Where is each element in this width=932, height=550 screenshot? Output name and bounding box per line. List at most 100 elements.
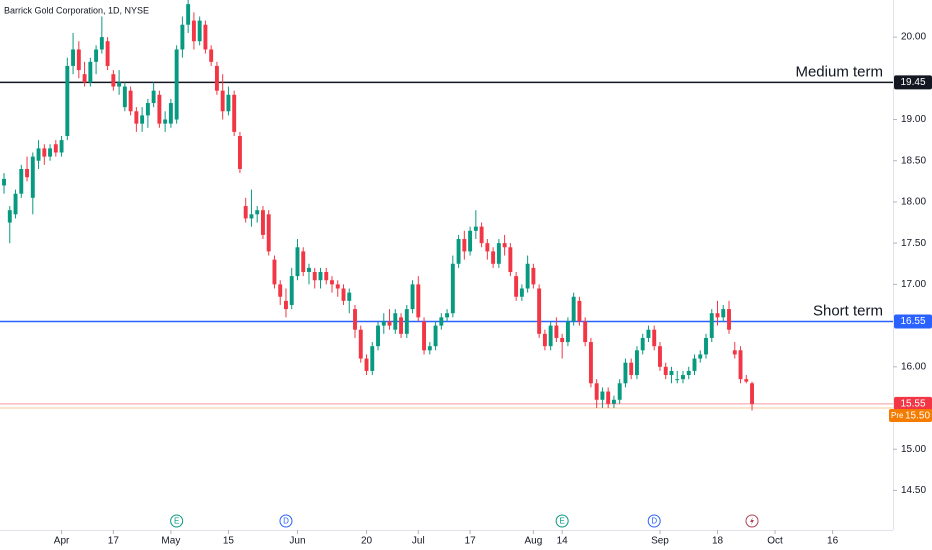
candle-body bbox=[686, 370, 691, 376]
candle-body bbox=[145, 103, 150, 116]
candle-body bbox=[416, 284, 421, 318]
candle-body bbox=[330, 280, 334, 285]
candle-body bbox=[399, 317, 404, 334]
event-label: D bbox=[283, 517, 289, 526]
y-tick-label: 18.50 bbox=[901, 155, 926, 166]
event-label: E bbox=[559, 517, 564, 526]
candle-body bbox=[519, 288, 524, 297]
candle-body bbox=[117, 82, 122, 87]
candle-body bbox=[284, 300, 288, 310]
candle-body bbox=[53, 144, 58, 153]
event-marker[interactable]: E bbox=[555, 514, 569, 528]
candle-body bbox=[634, 350, 639, 376]
candle-body bbox=[422, 321, 427, 351]
candle-body bbox=[514, 276, 519, 297]
event-marker[interactable]: E bbox=[170, 514, 184, 528]
candle-body bbox=[571, 296, 576, 322]
x-tick-label: 15 bbox=[223, 536, 235, 547]
last-price-label: 15.55 bbox=[900, 399, 925, 410]
candle-body bbox=[111, 74, 116, 87]
candle-body bbox=[220, 90, 225, 112]
lightning-event[interactable] bbox=[745, 514, 759, 528]
candle-body bbox=[681, 375, 685, 380]
candle-body bbox=[13, 193, 18, 215]
candle-body bbox=[496, 243, 501, 264]
chart-title: Barrick Gold Corporation, 1D, NYSE bbox=[4, 5, 149, 15]
candle-body bbox=[301, 251, 306, 273]
candle-body bbox=[750, 383, 754, 404]
candle-body bbox=[163, 119, 168, 124]
candle-body bbox=[76, 49, 81, 71]
candle-body bbox=[214, 65, 219, 91]
candle-body bbox=[433, 325, 438, 347]
candle-body bbox=[358, 329, 363, 359]
y-tick-label: 15.00 bbox=[901, 444, 926, 455]
candle-body bbox=[594, 383, 599, 400]
candle-body bbox=[71, 49, 76, 66]
candle-body bbox=[364, 358, 369, 371]
candle-body bbox=[583, 321, 588, 343]
y-tick-label: 17.00 bbox=[901, 279, 926, 290]
last-price-box bbox=[894, 396, 932, 411]
candle-body bbox=[260, 210, 265, 235]
candle-body bbox=[410, 284, 415, 310]
candle-body bbox=[209, 49, 214, 62]
candle-body bbox=[157, 94, 162, 124]
event-marker[interactable]: D bbox=[279, 514, 293, 528]
candle-body bbox=[249, 214, 254, 219]
x-tick-label: Jun bbox=[289, 536, 305, 547]
candle-body bbox=[335, 284, 340, 289]
x-tick-label: Oct bbox=[767, 536, 783, 547]
candle-body bbox=[341, 288, 346, 301]
y-tick-label: 16.00 bbox=[901, 361, 926, 372]
candle-body bbox=[186, 4, 191, 25]
candle-body bbox=[387, 321, 392, 326]
candle-body bbox=[709, 313, 714, 338]
line-annotation: Medium term bbox=[795, 63, 883, 80]
x-tick-label: 14 bbox=[557, 536, 569, 547]
pre-market-tag: Pre bbox=[891, 411, 904, 420]
candle-body bbox=[151, 90, 156, 104]
candle-body bbox=[99, 37, 104, 50]
candle-body bbox=[48, 148, 53, 157]
candle-body bbox=[456, 239, 461, 264]
candle-body bbox=[353, 309, 357, 330]
candle-body bbox=[732, 350, 737, 355]
price-label-box bbox=[894, 314, 932, 329]
pre-market-label: 15.50 bbox=[905, 411, 930, 422]
event-circle bbox=[555, 514, 569, 528]
candle-body bbox=[663, 366, 668, 376]
candle-body bbox=[537, 288, 542, 334]
x-tick-label: Aug bbox=[524, 536, 542, 547]
candle-body bbox=[243, 206, 248, 219]
candle-body bbox=[565, 321, 570, 343]
candle-body bbox=[744, 379, 749, 382]
y-tick-label: 14.50 bbox=[901, 485, 926, 496]
candle-body bbox=[502, 243, 507, 248]
candle-body bbox=[30, 156, 35, 198]
candle-body bbox=[140, 115, 145, 124]
candle-body bbox=[82, 74, 87, 83]
candle-body bbox=[738, 350, 743, 380]
candle-body bbox=[445, 313, 450, 318]
candle-body bbox=[675, 379, 680, 381]
price-label: 16.55 bbox=[900, 316, 925, 327]
candle-body bbox=[65, 65, 70, 137]
candle-body bbox=[715, 313, 720, 318]
candle-body bbox=[318, 272, 323, 281]
candle-body bbox=[531, 267, 536, 285]
x-tick-label: May bbox=[161, 536, 180, 547]
candle-body bbox=[473, 226, 478, 231]
event-marker[interactable]: D bbox=[647, 514, 661, 528]
candle-body bbox=[588, 342, 593, 384]
x-tick-label: 17 bbox=[465, 536, 477, 547]
candle-body bbox=[289, 276, 294, 305]
event-label: E bbox=[174, 517, 179, 526]
candle-body bbox=[704, 337, 708, 355]
event-circle bbox=[279, 514, 293, 528]
event-circle bbox=[170, 514, 184, 528]
candle-body bbox=[617, 383, 622, 400]
candle-body bbox=[197, 20, 202, 42]
